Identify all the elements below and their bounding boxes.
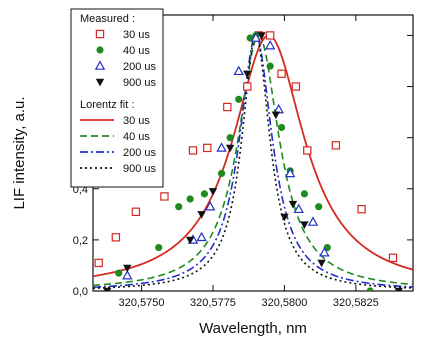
x-tick-label: 320,5750: [119, 297, 165, 309]
legend: Measured : Lorentz fit : 30 us 40 us 200 u…: [70, 8, 164, 188]
y-tick-label: 0,2: [73, 235, 88, 247]
point-900us: [257, 32, 266, 40]
x-tick-label: 320,5800: [261, 297, 307, 309]
point-40us: [300, 190, 309, 198]
point-900us: [185, 236, 195, 245]
x-axis: 320,5750 320,5775 320,5800 320,5825: [119, 15, 379, 309]
legend-label-measured-40us: 40 us: [123, 45, 150, 57]
y-tick-label: 0,0: [73, 286, 88, 298]
fit-line-900us: [93, 34, 413, 289]
point-40us: [155, 243, 163, 252]
point-200us: [233, 65, 244, 76]
point-200us: [196, 231, 207, 242]
point-40us: [315, 203, 323, 211]
point-30us: [265, 31, 275, 40]
point-30us: [243, 82, 252, 91]
legend-label-fit-30us: 30 us: [123, 115, 150, 127]
x-tick-label: 320,5825: [333, 297, 379, 309]
point-900us: [300, 221, 309, 229]
point-30us: [111, 233, 121, 242]
legend-marker-200us: [94, 60, 106, 70]
point-900us: [271, 111, 281, 120]
legend-label-fit-900us: 900 us: [123, 163, 157, 175]
fit-line-40us: [93, 34, 413, 287]
point-900us: [197, 211, 206, 219]
point-40us: [366, 287, 374, 291]
legend-header-measured: Measured :: [80, 13, 135, 25]
point-30us: [388, 253, 398, 262]
point-40us: [235, 95, 243, 103]
point-40us: [277, 123, 286, 132]
point-200us: [216, 142, 227, 152]
point-40us: [200, 190, 209, 198]
point-40us: [175, 203, 183, 211]
point-40us: [226, 134, 234, 142]
point-40us: [266, 62, 274, 70]
point-200us: [293, 203, 304, 214]
point-200us: [204, 201, 216, 211]
point-30us: [131, 207, 141, 216]
legend-marker-900us: [95, 78, 105, 87]
legend-box: [70, 8, 164, 188]
y-axis-label: LIF intensity, a.u.: [11, 96, 28, 209]
legend-label-fit-40us: 40 us: [123, 131, 150, 143]
legend-label-measured-30us: 30 us: [123, 29, 150, 41]
x-tick-label: 320,5775: [190, 297, 236, 309]
legend-label-measured-900us: 900 us: [123, 77, 157, 89]
point-30us: [291, 82, 301, 91]
point-900us: [208, 188, 218, 196]
point-200us: [319, 247, 330, 257]
point-30us: [303, 146, 312, 155]
point-30us: [223, 102, 232, 112]
point-30us: [277, 69, 286, 78]
point-40us: [217, 169, 226, 178]
point-40us: [115, 269, 123, 277]
point-40us: [186, 195, 194, 203]
data-markers: [94, 31, 403, 291]
point-900us: [280, 213, 289, 222]
point-30us: [357, 205, 366, 214]
point-30us: [160, 192, 169, 201]
point-200us: [122, 270, 133, 280]
legend-label-fit-200us: 200 us: [123, 147, 157, 159]
fit-line-30us: [93, 34, 413, 278]
point-900us: [123, 264, 132, 273]
point-30us: [203, 143, 212, 153]
point-30us: [94, 258, 103, 268]
point-30us: [331, 141, 341, 150]
point-900us: [225, 144, 235, 153]
point-30us: [188, 146, 198, 155]
point-900us: [317, 259, 326, 268]
point-200us: [264, 40, 276, 50]
legend-header-fit: Lorentz fit :: [80, 99, 134, 111]
point-900us: [243, 70, 252, 79]
legend-marker-40us: [96, 46, 104, 54]
legend-marker-30us: [95, 29, 105, 39]
point-200us: [307, 216, 319, 226]
point-200us: [250, 32, 262, 42]
point-900us: [394, 287, 403, 291]
legend-label-measured-200us: 200 us: [123, 61, 157, 73]
x-axis-label: Wavelength, nm: [199, 320, 307, 337]
point-900us: [103, 287, 112, 291]
point-900us: [288, 200, 298, 209]
point-200us: [284, 167, 296, 178]
